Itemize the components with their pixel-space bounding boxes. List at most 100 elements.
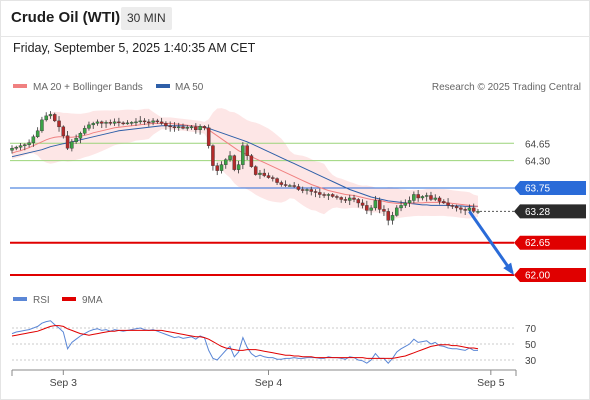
candle (14, 145, 19, 151)
candle (245, 143, 249, 160)
candle (407, 196, 412, 208)
candle-body (61, 126, 66, 136)
candle (352, 194, 356, 203)
candle (318, 188, 322, 199)
legend-swatch-ma20 (13, 84, 27, 88)
timeframe-button[interactable]: 30 MIN (121, 7, 172, 30)
ma20-line (11, 122, 479, 207)
candle-body (318, 192, 322, 195)
candle (442, 199, 446, 205)
candlesticks (10, 111, 480, 226)
candle (262, 168, 266, 178)
candle (27, 139, 31, 148)
chart-datetime: Friday, September 5, 2025 1:40:35 AM CET (13, 41, 256, 55)
candle-body (420, 196, 425, 199)
candle (104, 120, 108, 128)
candle (420, 195, 425, 201)
candle (369, 205, 373, 216)
candle (429, 191, 433, 202)
legend-label-rsi: RSI (33, 295, 50, 306)
candle (53, 112, 57, 123)
candle (463, 207, 467, 216)
candle-body (442, 201, 446, 204)
candle (275, 177, 279, 185)
candle (454, 204, 459, 212)
candle (292, 182, 296, 188)
candle (271, 175, 275, 182)
candle (322, 192, 326, 198)
candle-body (91, 123, 95, 126)
candle-body (433, 197, 437, 200)
candle-body (82, 128, 87, 134)
candle (147, 119, 151, 127)
moving-averages (11, 122, 479, 207)
candle (31, 134, 36, 147)
candle (343, 196, 348, 203)
candle-body (348, 197, 352, 201)
candle (236, 160, 241, 174)
level-badge-63-75: 63.75 (514, 181, 586, 196)
level-badges: 64.65 64.30 63.75 63.28 62.65 62.00 (514, 139, 586, 283)
candle-body (155, 120, 160, 123)
candle-body (343, 199, 348, 201)
candle (313, 189, 318, 198)
rsi-ref-label-50: 50 (525, 340, 537, 351)
candle-body (95, 121, 100, 124)
level-badge-text: 62.65 (525, 238, 550, 249)
candle (360, 199, 365, 209)
candle-body (407, 200, 412, 204)
rsi-ref-label-70: 70 (525, 324, 537, 335)
candle (305, 188, 309, 195)
candle (433, 194, 437, 202)
candle (70, 139, 74, 152)
candle-body (459, 207, 463, 210)
level-badge-shape (514, 235, 586, 250)
candle-body (382, 209, 386, 212)
candle-body (352, 197, 356, 200)
candle-body (10, 148, 14, 151)
level-badge-62-65: 62.65 (514, 235, 586, 250)
candle-body (129, 122, 134, 124)
candle (339, 196, 343, 203)
candle (224, 158, 228, 169)
candle (241, 142, 245, 170)
candle-body (125, 122, 130, 125)
candle-body (279, 182, 284, 185)
candle-body (70, 141, 74, 149)
legend-swatch-9ma (62, 297, 76, 301)
candle (253, 165, 258, 176)
candle (300, 186, 305, 194)
candle-body (121, 122, 125, 125)
candle (202, 125, 207, 131)
candle-body (100, 121, 104, 124)
candle (164, 121, 168, 130)
candle-body (253, 166, 258, 175)
candle (61, 125, 66, 139)
candle-body (168, 125, 172, 128)
candle-body (23, 144, 27, 146)
candle-body (292, 185, 296, 187)
level-badge-text: 62.00 (525, 271, 550, 282)
candle (395, 205, 399, 217)
candle (134, 118, 138, 126)
candle (450, 204, 455, 209)
level-badge-text: 63.75 (525, 184, 550, 195)
candle-body (40, 119, 44, 132)
candle-body (241, 145, 245, 165)
candle (215, 162, 219, 176)
candle-body (198, 126, 202, 131)
candle-body (142, 120, 147, 123)
candle (283, 180, 288, 188)
candle-body (322, 194, 326, 196)
candle (232, 154, 237, 172)
candle (112, 118, 117, 126)
candle-body (245, 145, 249, 156)
bollinger-band (12, 108, 478, 219)
level-label-64-30: 64.30 (525, 157, 550, 168)
candle (296, 183, 301, 191)
candle (194, 123, 198, 134)
candle (437, 196, 442, 205)
level-badge-62-00: 62.00 (514, 268, 586, 283)
candle (142, 118, 147, 125)
